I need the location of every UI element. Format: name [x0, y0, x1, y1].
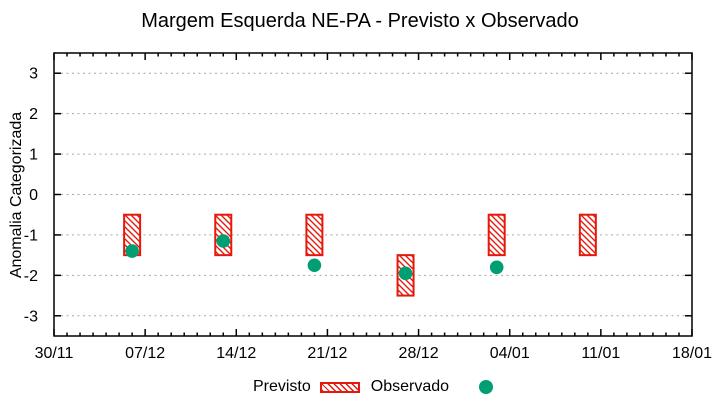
x-tick-label: 11/01: [581, 345, 620, 362]
x-tick-label: 18/01: [672, 345, 712, 362]
previsto-range-box: [487, 213, 506, 257]
x-tick-label: 30/11: [35, 345, 74, 362]
x-tick-label: 21/12: [307, 345, 347, 362]
y-tick-label: -2: [24, 268, 38, 285]
y-tick-label: 1: [29, 147, 38, 164]
chart-title: Margem Esquerda NE-PA - Previsto x Obser…: [141, 10, 579, 32]
y-tick-label: -1: [24, 227, 38, 244]
previsto-hatch-swatch-icon: [319, 381, 360, 393]
observado-point: [489, 260, 504, 275]
y-tick-label: -3: [24, 308, 38, 325]
y-tick-label: 3: [29, 66, 38, 83]
observado-point: [216, 234, 231, 248]
y-tick-label: 2: [29, 106, 38, 123]
legend: Previsto Observado: [54, 377, 692, 397]
legend-label-observado: Observado: [370, 378, 450, 395]
observado-point: [125, 244, 139, 258]
x-tick-label: 28/12: [399, 345, 439, 362]
observado-point: [307, 258, 322, 273]
previsto-range-box: [578, 213, 597, 257]
x-tick-label: 14/12: [216, 345, 256, 362]
x-tick-label: 07/12: [125, 345, 165, 362]
x-tick-label: 04/01: [490, 345, 530, 362]
observado-dot-swatch-icon: [479, 380, 494, 394]
previsto-range-box: [305, 213, 324, 257]
observado-point: [398, 266, 413, 281]
y-tick-label: 0: [29, 187, 38, 204]
legend-label-previsto: Previsto: [252, 378, 311, 395]
